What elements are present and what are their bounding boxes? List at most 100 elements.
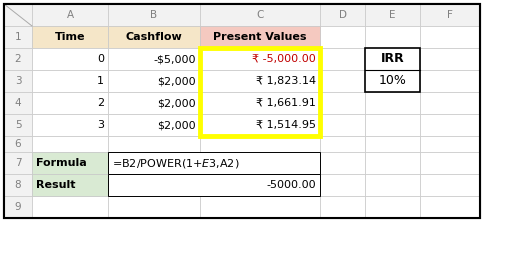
Bar	[32, 174, 108, 196]
Bar	[108, 48, 200, 70]
Text: ₹ 1,514.95: ₹ 1,514.95	[256, 120, 316, 130]
Bar	[4, 4, 480, 218]
Text: 4: 4	[15, 98, 21, 108]
Bar	[108, 48, 200, 70]
Bar	[108, 92, 200, 114]
Text: D: D	[338, 10, 347, 20]
Text: E: E	[389, 10, 396, 20]
Bar	[108, 114, 200, 136]
Bar	[4, 114, 32, 136]
Text: 3: 3	[97, 120, 104, 130]
Text: 8: 8	[15, 180, 21, 190]
Bar	[320, 4, 365, 26]
Bar	[420, 26, 480, 48]
Bar	[4, 152, 32, 174]
Bar	[365, 174, 420, 196]
Bar	[200, 114, 320, 136]
Text: 10%: 10%	[379, 74, 406, 88]
Text: 9: 9	[15, 202, 21, 212]
Text: 2: 2	[15, 54, 21, 64]
Text: =B2/POWER(1+$E$3,A2): =B2/POWER(1+$E$3,A2)	[112, 156, 239, 169]
Bar	[32, 152, 108, 174]
Bar	[32, 4, 108, 26]
Text: 1: 1	[97, 76, 104, 86]
Bar	[320, 136, 365, 152]
Bar	[108, 26, 200, 48]
Bar	[4, 4, 32, 26]
Bar	[320, 48, 365, 70]
Text: 0: 0	[97, 54, 104, 64]
Bar	[108, 4, 200, 26]
Bar	[420, 152, 480, 174]
Text: 3: 3	[15, 76, 21, 86]
Bar	[4, 70, 32, 92]
Bar	[200, 174, 320, 196]
Text: Formula: Formula	[36, 158, 87, 168]
Bar	[365, 4, 420, 26]
Bar	[108, 114, 200, 136]
Bar	[200, 26, 320, 48]
Bar	[4, 4, 480, 218]
Text: A: A	[66, 10, 74, 20]
Text: Present Values: Present Values	[213, 32, 307, 42]
Bar	[4, 136, 32, 152]
Bar	[200, 136, 320, 152]
Bar	[32, 70, 108, 92]
Bar	[32, 114, 108, 136]
Bar	[420, 174, 480, 196]
Bar	[200, 196, 320, 218]
Bar	[108, 70, 200, 92]
Bar	[365, 48, 420, 92]
Text: 1: 1	[15, 32, 21, 42]
Text: -5000.00: -5000.00	[266, 180, 316, 190]
Bar	[4, 92, 32, 114]
Bar	[200, 152, 320, 174]
Bar	[4, 174, 32, 196]
Bar	[4, 48, 32, 70]
Bar	[320, 196, 365, 218]
Text: ₹ 1,661.91: ₹ 1,661.91	[256, 98, 316, 108]
Bar	[200, 48, 320, 70]
Text: 6: 6	[15, 139, 21, 149]
Bar	[108, 174, 200, 196]
Text: Time: Time	[55, 32, 85, 42]
Bar	[108, 92, 200, 114]
Bar	[4, 196, 32, 218]
Bar	[200, 114, 320, 136]
Bar	[108, 70, 200, 92]
Bar	[200, 70, 320, 92]
Text: Result: Result	[36, 180, 76, 190]
Bar	[108, 196, 200, 218]
Bar	[108, 152, 320, 174]
Text: $2,000: $2,000	[158, 76, 196, 86]
Text: IRR: IRR	[381, 52, 404, 66]
Text: 2: 2	[97, 98, 104, 108]
Text: $2,000: $2,000	[158, 120, 196, 130]
Bar	[32, 174, 108, 196]
Bar	[32, 26, 108, 48]
Bar	[365, 114, 420, 136]
Bar	[200, 26, 320, 48]
Bar	[32, 114, 108, 136]
Text: ₹ 1,823.14: ₹ 1,823.14	[256, 76, 316, 86]
Bar	[108, 152, 200, 174]
Bar	[320, 70, 365, 92]
Bar	[320, 114, 365, 136]
Bar	[200, 4, 320, 26]
Bar	[365, 152, 420, 174]
Bar	[200, 48, 320, 70]
Text: $2,000: $2,000	[158, 98, 196, 108]
Text: B: B	[150, 10, 158, 20]
Text: ₹ -5,000.00: ₹ -5,000.00	[252, 54, 316, 64]
Text: -$5,000: -$5,000	[153, 54, 196, 64]
Bar	[32, 48, 108, 70]
Bar	[365, 26, 420, 48]
Bar	[108, 26, 200, 48]
Bar	[420, 48, 480, 70]
Text: 5: 5	[15, 120, 21, 130]
Bar	[4, 26, 32, 48]
Bar	[420, 114, 480, 136]
Bar	[32, 92, 108, 114]
Bar	[32, 196, 108, 218]
Text: C: C	[256, 10, 264, 20]
